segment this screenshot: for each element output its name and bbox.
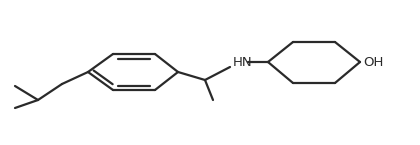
Text: HN: HN [233,56,252,68]
Text: OH: OH [363,56,383,68]
